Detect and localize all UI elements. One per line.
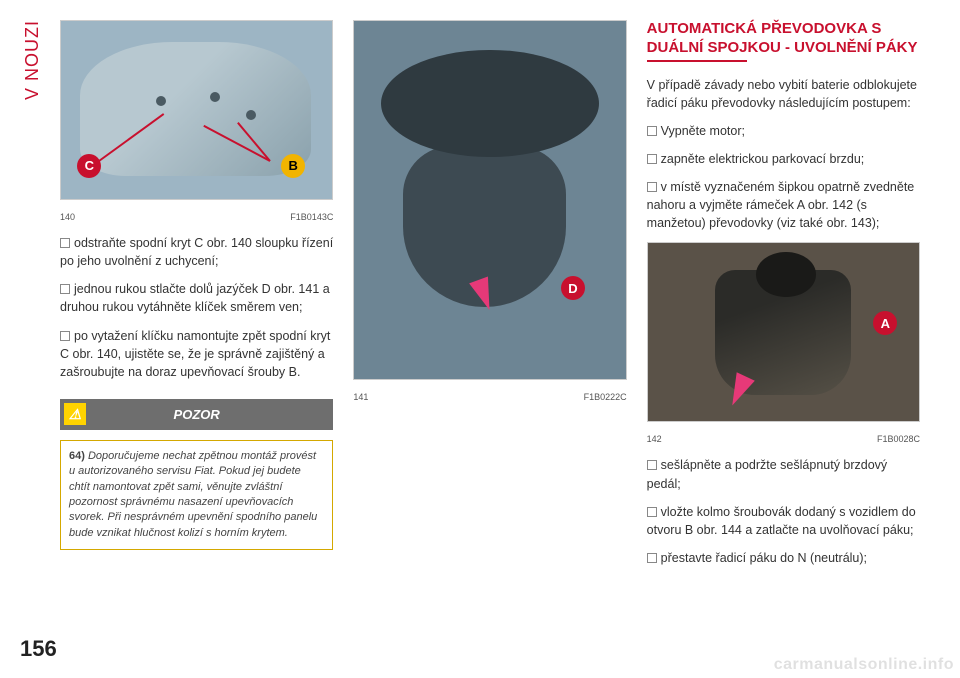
heading-underline (647, 60, 747, 62)
paragraph-text: jednou rukou stlačte dolů jazýček D obr.… (60, 282, 330, 314)
figure-number: 140 (60, 212, 75, 222)
illustration-shape (381, 50, 598, 157)
manual-page: V NOUZI C B 140 F1B0143C odstraňte spodn… (0, 0, 960, 678)
figure-code: F1B0222C (584, 392, 627, 402)
warning-icon: ⚠ (64, 403, 86, 425)
paragraph-text: přestavte řadicí páku do N (neutrálu); (661, 551, 867, 565)
paragraph-text: odstraňte spodní kryt C obr. 140 sloupku… (60, 236, 333, 268)
column-3: AUTOMATICKÁ PŘEVODOVKA S DUÁLNÍ SPOJKOU … (647, 20, 920, 658)
watermark: carmanualsonline.info (774, 656, 954, 674)
paragraph: jednou rukou stlačte dolů jazýček D obr.… (60, 280, 333, 316)
paragraph: odstraňte spodní kryt C obr. 140 sloupku… (60, 234, 333, 270)
warning-box: 64) Doporučujeme nechat zpětnou montáž p… (60, 440, 333, 550)
figure-number: 141 (353, 392, 368, 402)
bullet-icon (60, 284, 70, 294)
illustration-shape (756, 252, 816, 297)
bolt-shape (156, 96, 166, 106)
figure-142: A (647, 242, 920, 422)
bullet-icon (647, 507, 657, 517)
paragraph-text: vložte kolmo šroubovák dodaný s vozidlem… (647, 505, 916, 537)
bullet-icon (647, 182, 657, 192)
columns: C B 140 F1B0143C odstraňte spodní kryt C… (60, 20, 920, 658)
figure-number: 142 (647, 434, 662, 444)
bullet-icon (647, 553, 657, 563)
paragraph: V případě závady nebo vybití baterie odb… (647, 76, 920, 112)
page-number: 156 (20, 636, 57, 662)
figure-caption: 141 F1B0222C (353, 390, 626, 404)
paragraph-text: Vypněte motor; (661, 124, 745, 138)
bullet-icon (60, 331, 70, 341)
warning-text: Doporučujeme nechat zpětnou montáž prové… (69, 450, 317, 539)
figure-caption: 142 F1B0028C (647, 432, 920, 446)
figure-141: D (353, 20, 626, 380)
paragraph-text: zapněte elektrickou parkovací brzdu; (661, 152, 865, 166)
figure-140: C B (60, 20, 333, 200)
figure-caption: 140 F1B0143C (60, 210, 333, 224)
paragraph-text: v místě vyznačeném šipkou opatrně zvedně… (647, 180, 915, 230)
figure-code: F1B0143C (290, 212, 333, 222)
paragraph: sešlápněte a podržte sešlápnutý brzdový … (647, 456, 920, 492)
paragraph: přestavte řadicí páku do N (neutrálu); (647, 549, 920, 567)
paragraph-text: po vytažení klíčku namontujte zpět spodn… (60, 329, 330, 379)
callout-d: D (561, 276, 585, 300)
paragraph: Vypněte motor; (647, 122, 920, 140)
column-2: D 141 F1B0222C (353, 20, 626, 658)
bullet-icon (647, 154, 657, 164)
heading-text: AUTOMATICKÁ PŘEVODOVKA S DUÁLNÍ SPOJKOU … (647, 20, 918, 56)
callout-c: C (77, 154, 101, 178)
paragraph: po vytažení klíčku namontujte zpět spodn… (60, 327, 333, 381)
section-tab: V NOUZI (22, 20, 43, 100)
bullet-icon (647, 460, 657, 470)
callout-a: A (873, 311, 897, 335)
paragraph: v místě vyznačeném šipkou opatrně zvedně… (647, 178, 920, 232)
section-heading: AUTOMATICKÁ PŘEVODOVKA S DUÁLNÍ SPOJKOU … (647, 20, 920, 66)
bullet-icon (60, 238, 70, 248)
callout-b: B (281, 154, 305, 178)
warning-bar: ⚠ POZOR (60, 399, 333, 430)
figure-code: F1B0028C (877, 434, 920, 444)
bullet-icon (647, 126, 657, 136)
paragraph: vložte kolmo šroubovák dodaný s vozidlem… (647, 503, 920, 539)
bolt-shape (246, 110, 256, 120)
warning-number: 64) (69, 450, 85, 462)
column-1: C B 140 F1B0143C odstraňte spodní kryt C… (60, 20, 333, 658)
paragraph-text: sešlápněte a podržte sešlápnutý brzdový … (647, 458, 888, 490)
illustration-shape (80, 42, 311, 176)
paragraph: zapněte elektrickou parkovací brzdu; (647, 150, 920, 168)
warning-label: POZOR (174, 407, 220, 422)
